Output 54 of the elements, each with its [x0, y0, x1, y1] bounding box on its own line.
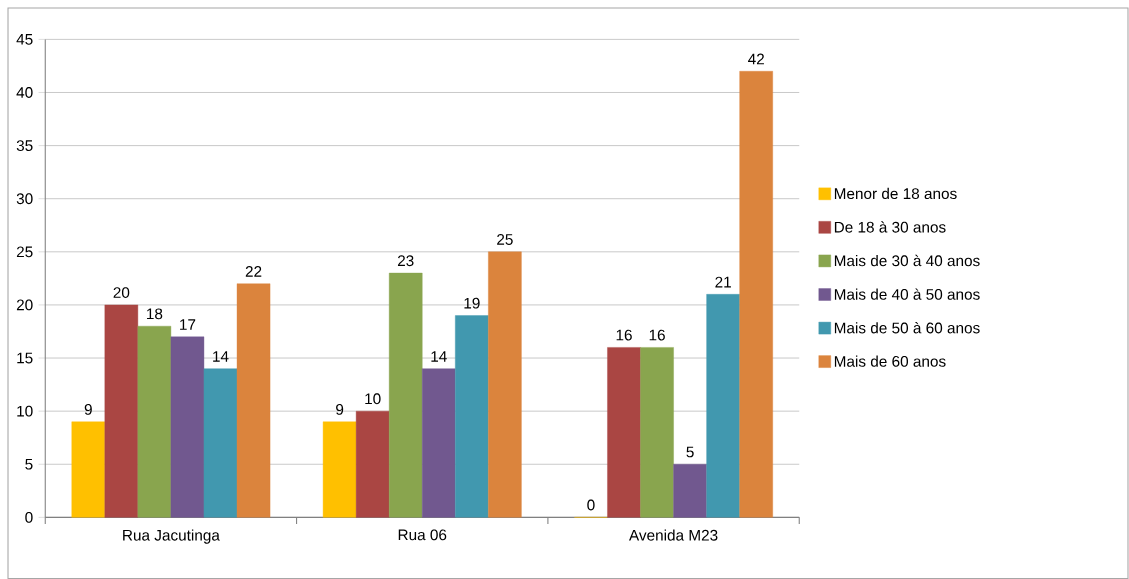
legend-label: Menor de 18 anos	[834, 187, 957, 200]
y-tick-label: 25	[16, 246, 33, 258]
x-tick-label: Rua 06	[398, 529, 447, 541]
bar	[137, 325, 172, 518]
data-label: 5	[686, 446, 694, 458]
bar	[706, 294, 740, 518]
data-label: 9	[84, 403, 92, 415]
bar	[389, 272, 423, 518]
data-label: 20	[113, 287, 130, 298]
bar	[71, 421, 106, 518]
bar	[488, 251, 522, 518]
legend-label: Mais de 50 à 60 anos	[834, 321, 980, 334]
bar	[640, 347, 674, 518]
y-tick-label: 30	[16, 193, 33, 205]
y-tick-label: 15	[17, 352, 33, 364]
data-label: 42	[748, 53, 764, 65]
data-label: 21	[715, 276, 731, 288]
data-label: 23	[397, 255, 414, 267]
data-label: 19	[464, 297, 480, 309]
data-label: 10	[365, 393, 381, 405]
bar	[422, 368, 456, 518]
x-tick-label: Avenida M23	[628, 529, 718, 541]
bar	[322, 421, 357, 518]
y-tick-label: 0	[25, 511, 33, 523]
data-label: 22	[245, 266, 262, 277]
legend-label: Mais de 60 anos	[834, 355, 946, 367]
data-label: 25	[497, 234, 513, 245]
bar	[673, 464, 707, 518]
bar	[170, 336, 205, 518]
bar	[607, 347, 641, 518]
bar	[455, 315, 489, 518]
legend-label: De 18 à 30 anos	[834, 221, 946, 233]
y-tick-label: 20	[16, 299, 33, 311]
data-label: 16	[616, 329, 632, 341]
y-tick-label: 45	[16, 34, 33, 45]
data-label: 18	[147, 308, 163, 320]
x-tick-label: Rua Jacutinga	[123, 529, 220, 544]
legend-label: Mais de 30 à 40 anos	[834, 254, 980, 267]
data-label: 17	[180, 319, 196, 330]
data-label: 14	[431, 351, 447, 362]
bar	[236, 283, 271, 518]
y-tick-label: 40	[16, 87, 33, 98]
bar	[203, 368, 238, 518]
y-tick-label: 35	[16, 140, 33, 152]
bar	[104, 304, 139, 518]
data-label: 16	[649, 329, 665, 341]
data-label: 0	[587, 499, 595, 511]
bar	[355, 410, 390, 518]
bar	[739, 71, 773, 518]
y-tick-label: 5	[25, 458, 33, 470]
y-tick-label: 10	[17, 405, 33, 417]
legend-label: Mais de 40 à 50 anos	[834, 288, 980, 300]
data-label: 14	[213, 351, 229, 362]
data-label: 9	[336, 403, 344, 415]
